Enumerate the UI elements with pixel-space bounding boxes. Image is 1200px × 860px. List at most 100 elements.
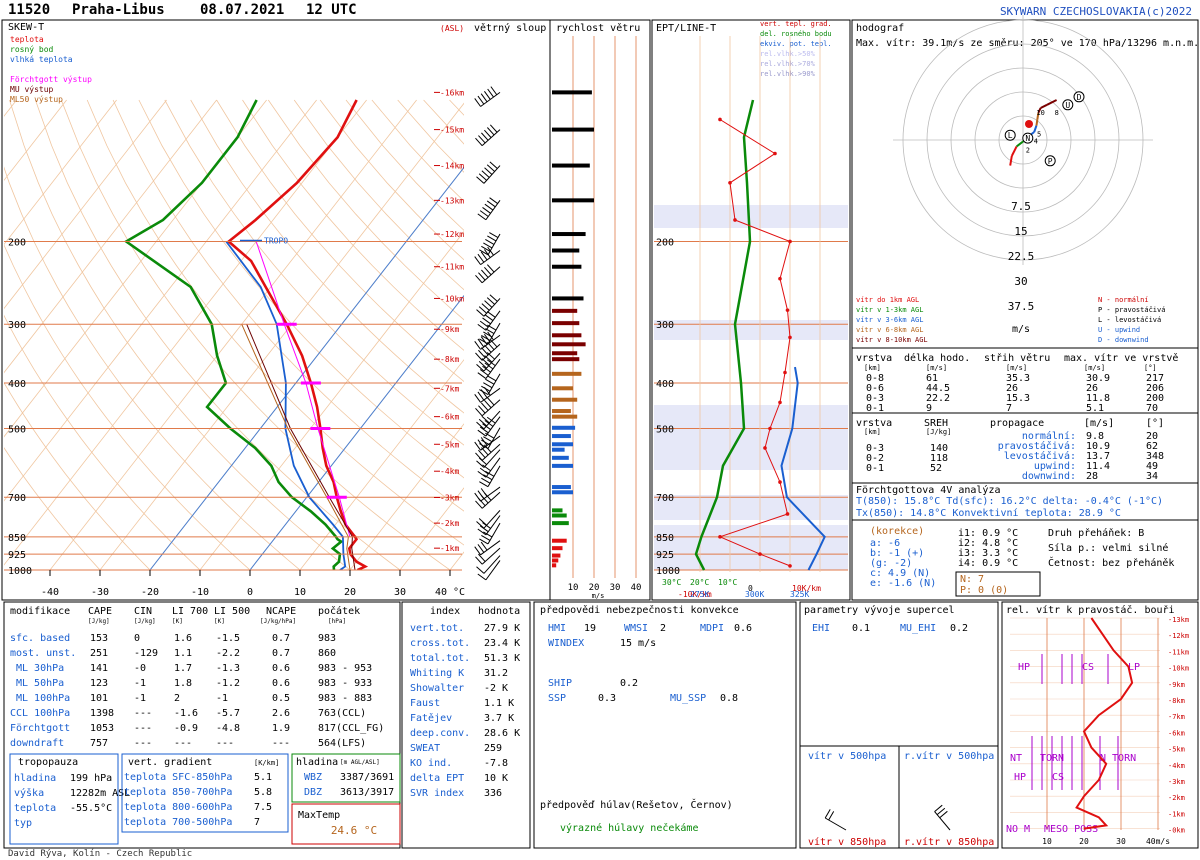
barb-flag — [478, 173, 487, 181]
hladina-value: 3613/3917 — [340, 787, 394, 798]
index-value: 336 — [484, 788, 502, 799]
wind-speed-title: rychlost větru — [556, 22, 640, 34]
rel-wind-tick: 20 — [1079, 837, 1089, 846]
ehi-value: 0.1 — [852, 623, 870, 634]
parcel-cell: --- — [216, 738, 234, 749]
sreh-cell: 0-3 — [866, 443, 884, 454]
barb-flag — [486, 264, 495, 273]
hodograph-segment — [1009, 155, 1013, 166]
parcel-unit: [J/kg/hPa] — [260, 618, 296, 625]
parcel-cell: 1053 — [90, 723, 114, 734]
barb-flag — [481, 335, 491, 341]
barb-flag — [489, 124, 498, 133]
speed-bar — [552, 232, 586, 237]
barb-flag — [483, 382, 493, 389]
index-value: 28.6 K — [484, 728, 520, 739]
rel-wind-height: -11km — [1168, 648, 1189, 656]
hodograph-legend-left: vítr v 8-10km AGL — [856, 336, 928, 344]
index-label: vert.tot. — [410, 623, 464, 634]
rel-wind-line — [1075, 617, 1134, 830]
speed-bar — [552, 386, 573, 391]
parcel-cell: 0.7 — [272, 633, 290, 644]
parcel-unit: [J/kg] — [88, 618, 110, 625]
height-label: -3km — [440, 493, 459, 502]
pressure-tick: 500 — [8, 425, 26, 436]
index-label: Fatějev — [410, 712, 452, 724]
shear-header: střih větru — [984, 352, 1050, 364]
humidity-band — [654, 525, 848, 570]
speed-bar — [552, 463, 573, 468]
barb-flag — [479, 426, 489, 434]
barb-flag — [483, 242, 493, 249]
index-label: SWEAT — [410, 743, 440, 754]
vert-gradient-unit: [K/km] — [254, 759, 279, 767]
barb-flag — [481, 303, 490, 311]
panel-border — [533, 601, 797, 849]
barb-flag — [477, 372, 487, 379]
ept-axis: 10°C — [718, 578, 737, 587]
shear-cell: 35.3 — [1006, 373, 1030, 384]
speed-tick: 10 — [568, 583, 579, 593]
barb-flag — [476, 460, 485, 468]
rel-wind-tick: 40m/s — [1146, 837, 1170, 846]
speed-bar — [552, 321, 580, 326]
speed-bar — [552, 425, 576, 430]
barb-flag — [484, 203, 494, 211]
index-value: 27.9 K — [484, 623, 520, 634]
skewt-legend-item: ML50 výstup — [10, 95, 63, 104]
lapse-rate-point — [758, 552, 762, 556]
hodograph-segment — [1040, 103, 1048, 109]
sreh-cell: 0-2 — [866, 453, 884, 464]
isotherm — [349, 423, 464, 570]
mean-wind-marker — [1025, 120, 1033, 128]
hladina-label: DBZ — [304, 787, 322, 798]
speed-bar — [552, 563, 557, 568]
parcel-cell: -129 — [134, 648, 158, 659]
parcel-unit: [K] — [172, 618, 183, 625]
parcel-cell: -0 — [134, 663, 146, 674]
lapse-rate-point — [778, 276, 782, 281]
vert-gradient-label: teplota 850-700hPa — [124, 787, 232, 798]
isotherm — [299, 359, 464, 570]
barb-flag — [824, 809, 831, 819]
sreh-unit: [J/kg] — [926, 428, 951, 436]
parcel-cell: 564(LFS) — [318, 738, 366, 749]
tropopause-title: tropopauza — [18, 757, 78, 768]
rel-wind-zone-label: NO M — [1006, 824, 1030, 835]
hodograph-legend-right: D - downwind — [1098, 336, 1149, 344]
barb-flag — [481, 535, 491, 541]
ept-axis: 30°C — [662, 578, 681, 587]
skewt-legend-item: MU výstup — [10, 85, 54, 94]
speed-bar — [552, 333, 582, 338]
ept-pressure-tick: 200 — [656, 237, 674, 248]
humidity-band — [654, 205, 848, 228]
dry-adiabat — [216, 99, 464, 383]
skewt-legend-item: teplota — [10, 35, 44, 44]
propagation-speed: 9.8 — [1086, 431, 1104, 442]
ept-title: EPT/LINE-T — [656, 23, 716, 34]
parcel-header: CAPE — [88, 606, 112, 617]
ept-axis: 0 — [748, 584, 753, 593]
shear-unit: [°] — [1144, 364, 1157, 372]
barb-flag — [479, 320, 489, 328]
shower-type: Druh přeháňek: B — [1048, 527, 1144, 539]
temp-tick: -30 — [91, 587, 109, 598]
barb-flag — [477, 213, 487, 221]
hladina-box — [291, 753, 401, 803]
index-label: total.tot. — [410, 653, 470, 664]
speed-bar — [552, 538, 567, 543]
barb-flag — [478, 553, 486, 562]
parcel-cell: -1.3 — [216, 663, 240, 674]
hodograph-ring-label: 15 — [1014, 225, 1027, 238]
propagation-direction: 62 — [1146, 441, 1158, 452]
pressure-tick: 300 — [8, 320, 26, 331]
lapse-rate-point — [768, 426, 772, 431]
index-label: Whiting K — [410, 668, 464, 679]
temp-tick: -20 — [141, 587, 159, 598]
barb-flag — [479, 369, 489, 376]
barb-flag — [486, 164, 495, 172]
height-label: -8km — [440, 355, 459, 364]
vert-gradient-label: teplota 700-500hPa — [124, 817, 232, 828]
barb-flag — [477, 439, 485, 449]
